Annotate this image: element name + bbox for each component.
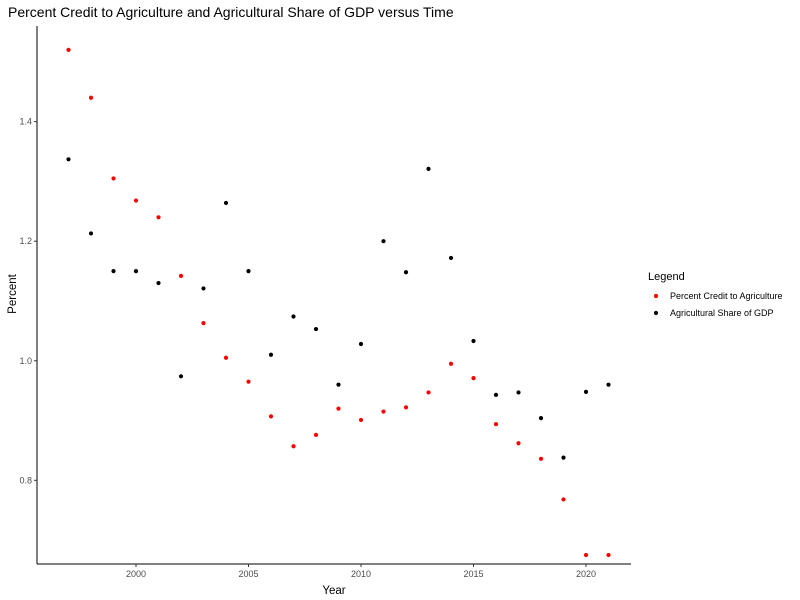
data-point: [133, 198, 139, 203]
data-point: [426, 390, 431, 395]
data-point: [133, 268, 139, 274]
data-point: [88, 95, 94, 100]
data-point: [111, 176, 116, 181]
data-point: [336, 382, 341, 387]
x-tick-label: 2005: [238, 569, 258, 579]
y-axis-ticks: 0.8 1.0 1.2 1.4: [19, 117, 37, 485]
plot-panel: [36, 26, 631, 565]
data-point: [381, 239, 386, 244]
data-point: [313, 432, 319, 437]
data-point: [66, 47, 71, 53]
data-point: [493, 392, 499, 397]
data-point: [358, 417, 364, 423]
data-point: [156, 215, 161, 220]
data-point: [403, 405, 409, 410]
y-axis-title: Percent: [7, 273, 19, 313]
data-point: [448, 255, 454, 261]
data-point: [223, 355, 229, 360]
data-point: [606, 382, 611, 387]
series-layer: [66, 47, 611, 558]
legend-label: Agricultural Share of GDP: [670, 308, 774, 318]
x-tick-label: 2015: [463, 569, 483, 579]
data-point: [313, 326, 319, 332]
data-point: [358, 341, 364, 347]
y-tick-label: 1.0: [19, 356, 32, 366]
x-tick-label: 2020: [576, 569, 596, 579]
series-0: [66, 47, 611, 558]
data-point: [291, 314, 296, 319]
data-point: [561, 497, 566, 502]
data-point: [538, 416, 544, 421]
data-point: [268, 352, 274, 357]
data-point: [291, 444, 296, 449]
y-tick-label: 1.4: [19, 117, 32, 127]
data-point: [403, 270, 409, 275]
legend-key: [653, 293, 659, 299]
data-point: [426, 166, 431, 171]
data-point: [246, 379, 251, 384]
data-point: [201, 286, 206, 291]
data-point: [201, 320, 206, 326]
legend-items: Percent Credit to Agriculture Agricultura…: [653, 291, 783, 318]
data-point: [538, 456, 544, 461]
legend-key: [653, 310, 659, 316]
x-axis-ticks: 2000 2005 2010 2015 2020: [126, 564, 596, 579]
y-tick-label: 0.8: [19, 475, 32, 485]
legend: Legend Percent Credit to Agriculture Agri…: [648, 271, 783, 318]
data-point: [178, 374, 184, 379]
data-point: [561, 455, 566, 460]
x-axis-title: Year: [322, 585, 345, 597]
data-point: [246, 268, 251, 274]
data-point: [606, 552, 611, 558]
legend-title: Legend: [648, 271, 685, 283]
data-point: [336, 406, 341, 411]
data-point: [66, 157, 71, 162]
series-1: [66, 157, 611, 460]
data-point: [471, 375, 476, 381]
data-point: [516, 390, 521, 395]
data-point: [493, 422, 499, 427]
chart-title: Percent Credit to Agriculture and Agricu…: [8, 4, 454, 20]
data-point: [583, 552, 589, 558]
legend-label: Percent Credit to Agriculture: [670, 291, 783, 301]
data-point: [583, 389, 589, 394]
y-tick-label: 1.2: [19, 236, 32, 246]
data-point: [381, 409, 386, 414]
data-point: [111, 268, 116, 274]
data-point: [156, 280, 161, 286]
data-point: [471, 338, 476, 344]
x-tick-label: 2000: [126, 569, 146, 579]
data-point: [178, 273, 184, 278]
data-point: [448, 361, 454, 366]
data-point: [268, 414, 274, 419]
x-tick-label: 2010: [351, 569, 371, 579]
data-point: [516, 441, 521, 446]
data-point: [88, 231, 94, 236]
data-point: [223, 200, 229, 206]
